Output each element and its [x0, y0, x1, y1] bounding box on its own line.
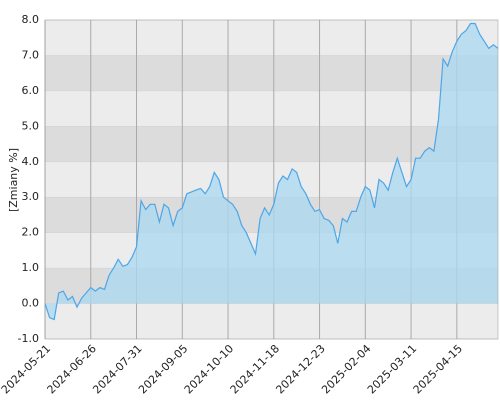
band — [45, 55, 498, 91]
y-tick-label: 6.0 — [22, 84, 40, 97]
plot-frame — [44, 19, 499, 340]
y-tick-label: 8.0 — [22, 13, 40, 26]
band — [45, 20, 498, 56]
y-tick-label: 2.0 — [22, 226, 40, 239]
band — [45, 90, 498, 127]
y-tick-label: -1.0 — [18, 332, 39, 345]
y-tick-label: 4.0 — [22, 155, 40, 168]
y-tick-label: 5.0 — [22, 119, 40, 132]
x-tick-label: 2025-04-15 — [411, 342, 465, 396]
area — [45, 23, 498, 320]
line — [44, 22, 499, 321]
y-tick-label: 7.0 — [22, 48, 40, 61]
y-tick-label: 3.0 — [22, 190, 40, 203]
band — [45, 303, 498, 339]
y-axis-label: [Zmiany %] — [7, 148, 20, 212]
y-tick-label: 1.0 — [22, 261, 40, 274]
y-tick-label: 0.0 — [22, 297, 40, 310]
